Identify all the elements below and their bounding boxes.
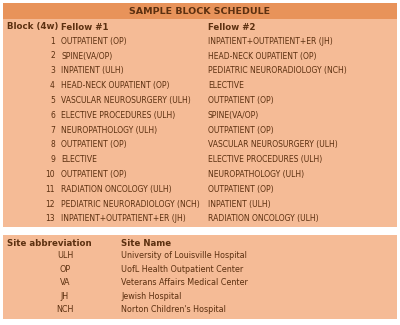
- Text: 9: 9: [50, 155, 55, 164]
- Text: RADIATION ONCOLOGY (ULH): RADIATION ONCOLOGY (ULH): [61, 185, 172, 194]
- Text: INPATIENT (ULH): INPATIENT (ULH): [208, 200, 271, 209]
- Text: OUTPATIENT (OP): OUTPATIENT (OP): [208, 125, 274, 135]
- Text: 8: 8: [50, 140, 55, 149]
- Text: OUTPATIENT (OP): OUTPATIENT (OP): [61, 37, 127, 46]
- Text: INPATIENT+OUTPATIENT+ER (JH): INPATIENT+OUTPATIENT+ER (JH): [61, 214, 186, 223]
- Text: 3: 3: [50, 66, 55, 75]
- Text: SPINE(VA/OP): SPINE(VA/OP): [208, 111, 259, 120]
- Text: Fellow #1: Fellow #1: [61, 22, 108, 32]
- Text: Block (4w): Block (4w): [7, 22, 58, 32]
- Text: 11: 11: [46, 185, 55, 194]
- Text: OP: OP: [60, 265, 70, 274]
- Text: Jewish Hospital: Jewish Hospital: [121, 292, 181, 301]
- Text: INPATIENT (ULH): INPATIENT (ULH): [61, 66, 124, 75]
- Text: OUTPATIENT (OP): OUTPATIENT (OP): [208, 96, 274, 105]
- Text: OUTPATIENT (OP): OUTPATIENT (OP): [61, 170, 127, 179]
- Text: INPATIENT+OUTPATIENT+ER (JH): INPATIENT+OUTPATIENT+ER (JH): [208, 37, 333, 46]
- Text: ELECTIVE PROCEDURES (ULH): ELECTIVE PROCEDURES (ULH): [208, 155, 322, 164]
- Text: ULH: ULH: [57, 251, 73, 260]
- Text: JH: JH: [61, 292, 69, 301]
- Text: VASCULAR NEUROSURGERY (ULH): VASCULAR NEUROSURGERY (ULH): [208, 140, 338, 149]
- Text: ELECTIVE: ELECTIVE: [61, 155, 97, 164]
- Bar: [3, 3, 397, 19]
- Text: PEDIATRIC NEURORADIOLOGY (NCH): PEDIATRIC NEURORADIOLOGY (NCH): [61, 200, 200, 209]
- Text: Norton Children's Hospital: Norton Children's Hospital: [121, 305, 226, 314]
- Text: 13: 13: [45, 214, 55, 223]
- Text: OUTPATIENT (OP): OUTPATIENT (OP): [61, 140, 127, 149]
- Text: Site abbreviation: Site abbreviation: [7, 239, 92, 248]
- Text: VA: VA: [60, 278, 70, 287]
- Text: Site Name: Site Name: [121, 239, 171, 248]
- Bar: [3, 235, 397, 319]
- Text: NEUROPATHOLOGY (ULH): NEUROPATHOLOGY (ULH): [61, 125, 157, 135]
- Text: 2: 2: [50, 51, 55, 60]
- Text: SAMPLE BLOCK SCHEDULE: SAMPLE BLOCK SCHEDULE: [130, 6, 270, 16]
- Text: NCH: NCH: [56, 305, 74, 314]
- Text: 10: 10: [45, 170, 55, 179]
- Text: RADIATION ONCOLOGY (ULH): RADIATION ONCOLOGY (ULH): [208, 214, 319, 223]
- Bar: [0, 227, 400, 235]
- Text: University of Louisville Hospital: University of Louisville Hospital: [121, 251, 247, 260]
- Text: NEUROPATHOLOGY (ULH): NEUROPATHOLOGY (ULH): [208, 170, 304, 179]
- Text: Fellow #2: Fellow #2: [208, 22, 256, 32]
- Text: Veterans Affairs Medical Center: Veterans Affairs Medical Center: [121, 278, 248, 287]
- Text: 12: 12: [46, 200, 55, 209]
- Text: HEAD-NECK OUPATIENT (OP): HEAD-NECK OUPATIENT (OP): [208, 51, 316, 60]
- Text: VASCULAR NEUROSURGERY (ULH): VASCULAR NEUROSURGERY (ULH): [61, 96, 191, 105]
- Text: ELECTIVE PROCEDURES (ULH): ELECTIVE PROCEDURES (ULH): [61, 111, 175, 120]
- Bar: [3, 3, 397, 228]
- Text: 7: 7: [50, 125, 55, 135]
- Text: SPINE(VA/OP): SPINE(VA/OP): [61, 51, 112, 60]
- Text: 6: 6: [50, 111, 55, 120]
- Text: UofL Health Outpatient Center: UofL Health Outpatient Center: [121, 265, 243, 274]
- Text: ELECTIVE: ELECTIVE: [208, 81, 244, 90]
- Text: 5: 5: [50, 96, 55, 105]
- Text: 4: 4: [50, 81, 55, 90]
- Text: HEAD-NECK OUPATIENT (OP): HEAD-NECK OUPATIENT (OP): [61, 81, 170, 90]
- Text: 1: 1: [50, 37, 55, 46]
- Text: PEDIATRIC NEURORADIOLOGY (NCH): PEDIATRIC NEURORADIOLOGY (NCH): [208, 66, 347, 75]
- Text: OUTPATIENT (OP): OUTPATIENT (OP): [208, 185, 274, 194]
